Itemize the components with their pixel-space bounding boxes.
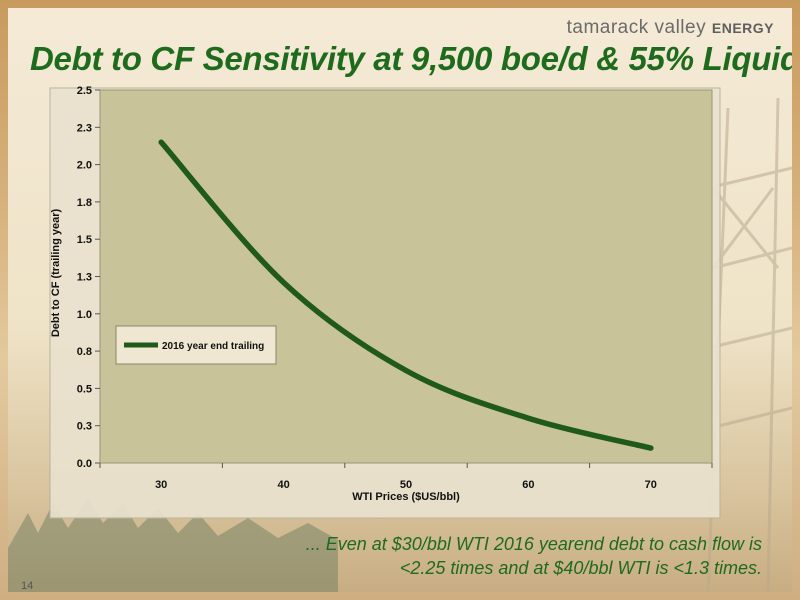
data-point [648,445,654,451]
y-tick-label: 2.0 [77,160,92,172]
data-point [158,139,164,145]
legend: 2016 year end trailing [115,325,277,365]
footnote: ... Even at $30/bbl WTI 2016 yearend deb… [242,532,762,580]
y-tick-label: 2.3 [77,122,92,134]
brand-logo: tamarack valley ENERGY [567,17,774,39]
y-tick-label: 1.0 [77,309,92,321]
y-tick-label: 0.8 [77,346,92,358]
y-axis: 0.0 0.3 0.5 0.8 1.0 1.3 1.5 1.8 2.0 2.3 2.5 [77,85,100,470]
series-layer [158,139,654,451]
y-tick-label: 0.3 [77,421,92,433]
slide-title: Debt to CF Sensitivity at 9,500 boe/d & … [30,40,792,77]
plot-area [99,89,713,464]
x-tick-label: 50 [400,479,412,491]
data-point [281,279,287,285]
y-tick-label: 0.5 [77,383,92,395]
data-point [525,415,531,421]
slide: tamarack valley ENERGY Debt to CF Sensit… [8,8,792,592]
y-axis-label: Debt to CF (trailing year) [50,208,62,337]
y-tick-label: 2.5 [77,85,92,97]
x-tick-label: 60 [522,479,534,491]
y-tick-label: 1.3 [77,272,92,284]
data-point [403,367,409,373]
x-tick-label: 70 [645,479,657,491]
line-chart: 0.0 0.3 0.5 0.8 1.0 1.3 1.5 1.8 2.0 2.3 2.5 30 40 50… [49,85,721,519]
y-tick-label: 0.0 [77,458,92,470]
y-tick-label: 1.5 [77,234,92,246]
footnote-line-1: ... Even at $30/bbl WTI 2016 yearend deb… [305,534,762,554]
page-number: 14 [21,580,34,592]
brand-name: tamarack valley [566,17,707,38]
x-tick-label: 40 [277,479,289,491]
series-line [158,139,654,451]
x-axis: 30 40 50 60 70 [99,463,713,491]
x-axis-label: WTI Prices ($US/bbl) [352,491,460,503]
footnote-line-2: <2.25 times and at $40/bbl WTI is <1.3 t… [399,558,762,578]
legend-label: 2016 year end trailing [162,341,264,352]
x-tick-label: 30 [155,479,167,491]
brand-suffix: ENERGY [711,20,774,36]
y-tick-label: 1.8 [77,197,92,209]
